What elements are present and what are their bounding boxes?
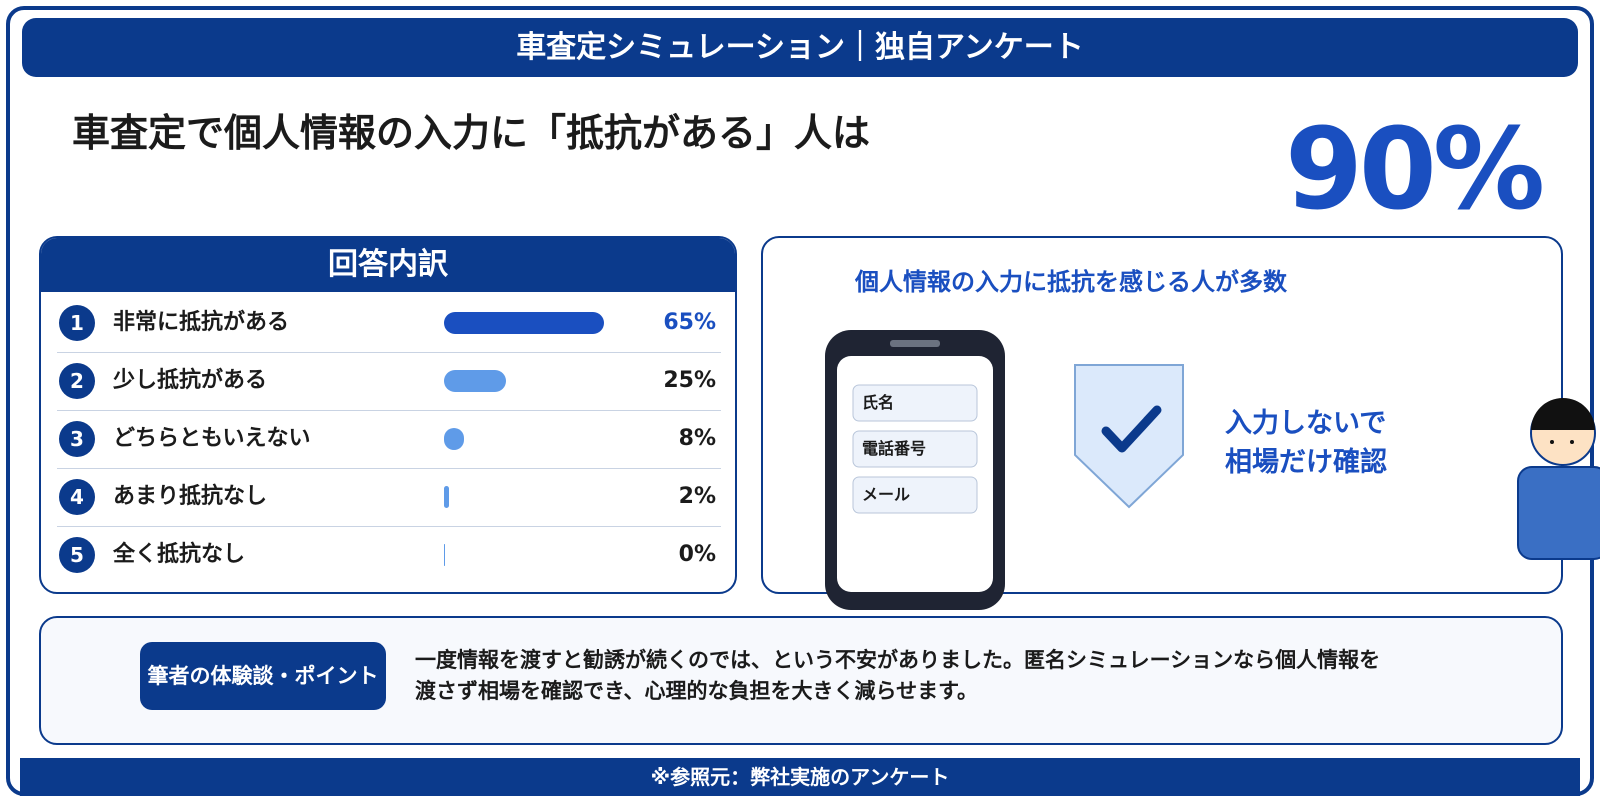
person-eye: [1570, 440, 1574, 444]
panel-title: 個人情報の入力に抵抗を感じる人が多数: [855, 268, 1287, 296]
breakdown-panel: 回答内訳: [39, 236, 737, 594]
value-label: 65%: [663, 310, 716, 335]
item-label: どちらともいえない: [113, 426, 311, 451]
value-label: 8%: [678, 426, 716, 451]
bar: [444, 428, 464, 450]
person-hair: [1531, 398, 1595, 430]
note-text: 一度情報を渡すと勧誘が続くのでは、という不安がありました。匿名シミュレーションな…: [415, 645, 1380, 707]
form-field-label: 氏名: [862, 393, 895, 412]
person-body: [1517, 466, 1600, 560]
message-line: 入力しないで: [1225, 408, 1387, 439]
check-mark: [1101, 405, 1162, 453]
message-line: 相場だけ確認: [1225, 447, 1387, 478]
rank-badge: 2: [59, 363, 95, 399]
item-label: あまり抵抗なし: [113, 484, 268, 509]
row-divider: [57, 468, 721, 469]
panel-message: 入力しないで 相場だけ確認: [1225, 404, 1387, 482]
headline: 車査定で個人情報の入力に「抵抗がある」人は: [72, 111, 871, 155]
row-divider: [57, 352, 721, 353]
form-field-label: メール: [862, 485, 911, 504]
person-eye: [1550, 440, 1554, 444]
value-label: 0%: [678, 542, 716, 567]
note-tag: 筆者の体験談・ポイント: [140, 642, 386, 710]
header-title: 車査定シミュレーション｜独自アンケート: [22, 18, 1578, 77]
value-label: 25%: [663, 368, 716, 393]
phone-speaker: [890, 340, 940, 347]
value-label: 2%: [678, 484, 716, 509]
note-line: 一度情報を渡すと勧誘が続くのでは、という不安がありました。匿名シミュレーションな…: [415, 648, 1381, 672]
rank-badge: 5: [59, 537, 95, 573]
field-box: [852, 476, 978, 514]
footer: ※参照元：弊社実施のアンケート: [20, 758, 1580, 796]
row-divider: [57, 410, 721, 411]
item-label: 少し抵抗がある: [113, 368, 268, 393]
breakdown-title: 回答内訳: [41, 238, 735, 292]
bar: [444, 312, 604, 334]
big-stat: 90%: [1285, 105, 1545, 235]
field-box: [852, 430, 978, 468]
field-box: [852, 384, 978, 422]
item-label: 非常に抵抗がある: [113, 310, 290, 335]
bar: [444, 486, 449, 508]
note-panel: [39, 616, 1563, 745]
form-field-label: 電話番号: [862, 439, 927, 458]
item-label: 全く抵抗なし: [113, 542, 246, 567]
rank-badge: 1: [59, 305, 95, 341]
rank-badge: 3: [59, 421, 95, 457]
bar: [444, 370, 506, 392]
note-line: 渡さず相場を確認でき、心理的な負担を大きく減らせます。: [415, 679, 979, 703]
rank-badge: 4: [59, 479, 95, 515]
bar: [444, 544, 445, 566]
row-divider: [57, 526, 721, 527]
